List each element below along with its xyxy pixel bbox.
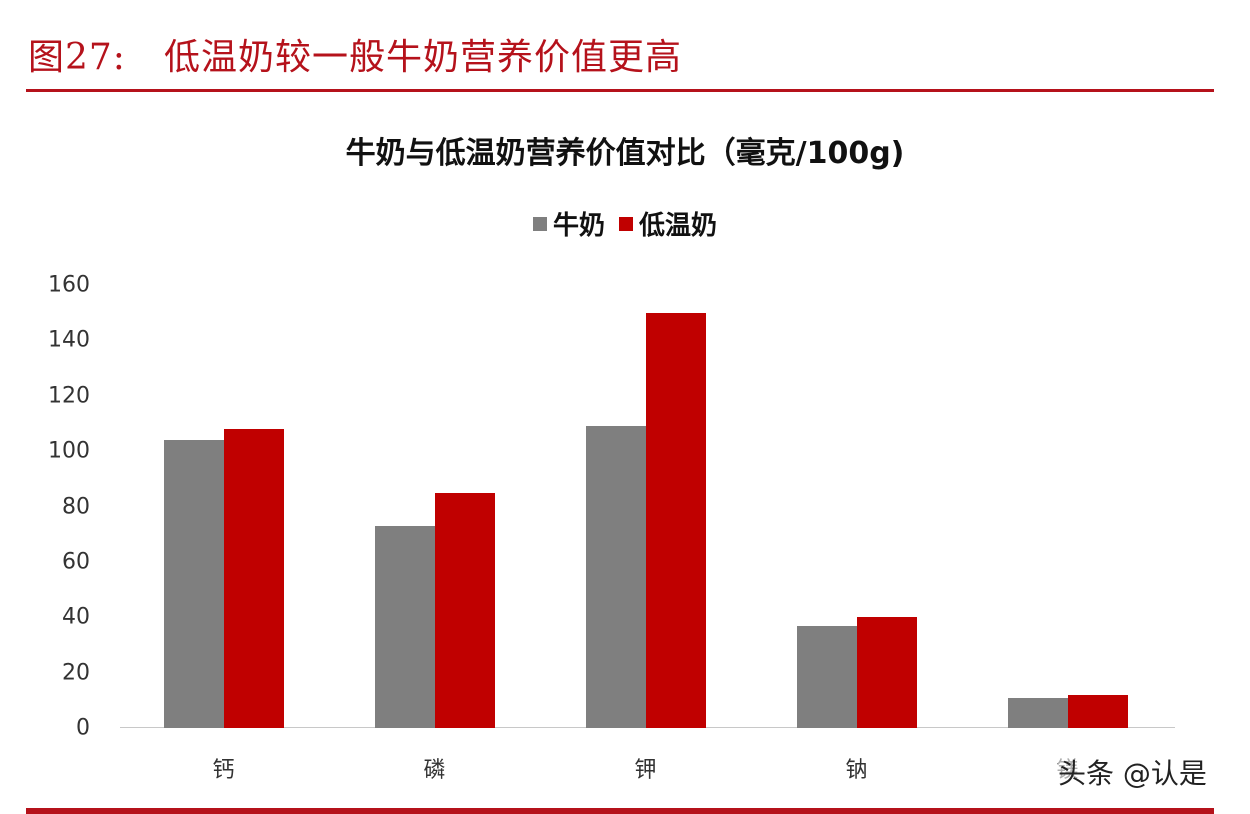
chart-title: 牛奶与低温奶营养价值对比（毫克/100g) [345, 136, 905, 171]
x-tick-label: 钙 [212, 758, 235, 783]
bar-group [120, 285, 331, 728]
legend-swatch-milk [532, 216, 547, 231]
bar-milk [585, 426, 646, 728]
bar-group [964, 285, 1175, 728]
y-tick-label: 120 [48, 383, 90, 409]
legend-swatch-low-temp-milk [619, 216, 633, 231]
bar-group [331, 285, 542, 728]
top-divider [26, 89, 1214, 92]
y-tick-label: 80 [62, 494, 90, 519]
legend-item-milk: 牛奶 [532, 205, 605, 242]
bar-low-temp-milk [1067, 694, 1128, 728]
legend-label-low-temp-milk: 低温奶 [639, 211, 718, 241]
bar-group [753, 285, 964, 728]
bar-milk [796, 625, 857, 728]
figure-caption: 图27: 低温奶较一般牛奶营养价值更高 [28, 28, 682, 80]
y-tick-label: 160 [48, 272, 90, 298]
watermark: 头条 @认是 [1058, 752, 1207, 792]
bar-milk [374, 525, 435, 728]
legend-label-milk: 牛奶 [552, 211, 605, 241]
y-tick-label: 0 [76, 715, 90, 741]
y-tick-label: 140 [48, 327, 90, 353]
bar-milk [1007, 697, 1068, 728]
figure-number: 图27: [28, 37, 126, 78]
x-tick-label: 钾 [634, 758, 657, 783]
bar-group [542, 285, 753, 728]
figure-caption-text: 低温奶较一般牛奶营养价值更高 [163, 37, 682, 78]
x-tick-label: 钠 [845, 758, 868, 783]
bar-low-temp-milk [223, 428, 284, 728]
y-tick-label: 40 [62, 604, 90, 630]
x-tick-label: 磷 [423, 758, 446, 783]
bar-milk [163, 440, 224, 728]
bottom-divider [26, 808, 1214, 814]
y-tick-label: 100 [48, 438, 90, 464]
bar-low-temp-milk [645, 312, 706, 728]
bar-low-temp-milk [856, 617, 917, 728]
plot-area [120, 285, 1175, 728]
y-tick-label: 60 [62, 549, 90, 575]
bar-low-temp-milk [434, 492, 495, 728]
chart-legend: 牛奶 低温奶 [0, 205, 1250, 242]
legend-item-low-temp-milk: 低温奶 [619, 205, 717, 242]
y-tick-label: 20 [62, 660, 90, 686]
